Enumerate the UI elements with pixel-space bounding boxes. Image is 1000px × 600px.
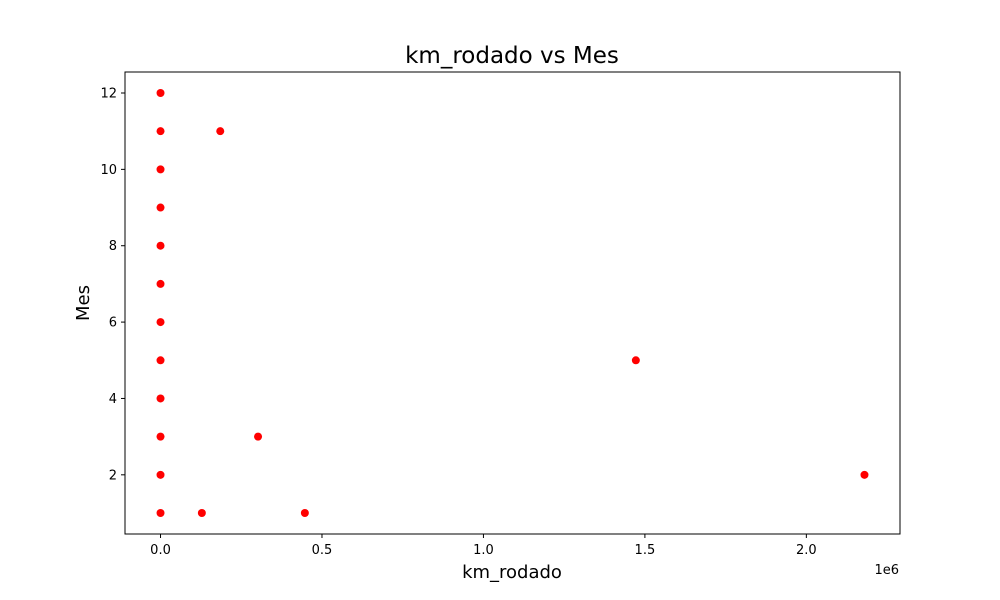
x-tick-label: 1.0 bbox=[473, 543, 494, 558]
x-tick-label: 1.5 bbox=[635, 543, 656, 558]
data-point bbox=[156, 432, 165, 441]
chart-title: km_rodado vs Mes bbox=[405, 43, 619, 69]
y-tick-label: 4 bbox=[109, 392, 117, 407]
data-point bbox=[156, 203, 165, 212]
y-tick-label: 8 bbox=[109, 239, 117, 254]
data-point bbox=[197, 509, 206, 517]
data-point bbox=[156, 279, 165, 288]
x-tick-label: 0.5 bbox=[312, 543, 333, 558]
plot-area bbox=[124, 71, 901, 535]
data-point bbox=[254, 432, 263, 441]
data-point bbox=[156, 470, 165, 479]
y-tick-label: 6 bbox=[109, 316, 117, 331]
data-point bbox=[156, 509, 165, 517]
x-tick-label: 2.0 bbox=[796, 543, 817, 558]
x-tick-label: 0.0 bbox=[150, 543, 171, 558]
data-point bbox=[156, 356, 165, 365]
data-point bbox=[156, 241, 165, 250]
data-point bbox=[156, 89, 165, 97]
y-tick-label: 2 bbox=[109, 468, 117, 483]
x-axis-offset-label: 1e6 bbox=[874, 563, 899, 578]
data-points bbox=[156, 89, 869, 517]
data-point bbox=[300, 509, 309, 517]
data-point bbox=[156, 165, 165, 174]
x-axis-label: km_rodado bbox=[462, 562, 562, 583]
data-point bbox=[156, 127, 165, 136]
y-tick-label: 10 bbox=[100, 163, 117, 178]
y-axis-label: Mes bbox=[73, 285, 94, 321]
y-axis: 2 4 6 8 10 12 bbox=[100, 87, 125, 483]
data-point bbox=[156, 318, 165, 327]
data-point bbox=[860, 470, 869, 479]
y-tick-label: 12 bbox=[100, 87, 117, 102]
data-point bbox=[216, 127, 225, 136]
data-point bbox=[631, 356, 640, 365]
data-point bbox=[156, 394, 165, 403]
x-axis: 0.0 0.5 1.0 1.5 2.0 bbox=[150, 534, 817, 558]
